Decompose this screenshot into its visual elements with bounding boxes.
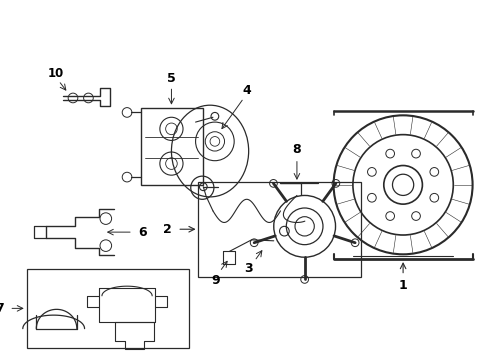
Text: 8: 8 [292, 143, 301, 156]
Text: 6: 6 [138, 226, 146, 239]
Bar [198, 182, 360, 276]
Text: 1: 1 [398, 279, 407, 292]
Text: 4: 4 [242, 84, 251, 97]
Text: 9: 9 [211, 274, 220, 287]
Text: 3: 3 [244, 262, 252, 275]
Bar [140, 108, 203, 185]
Text: 2: 2 [163, 223, 172, 236]
Text: 5: 5 [167, 72, 176, 85]
Text: 10: 10 [47, 67, 63, 80]
Text: 7: 7 [0, 302, 4, 315]
Bar [27, 269, 188, 348]
